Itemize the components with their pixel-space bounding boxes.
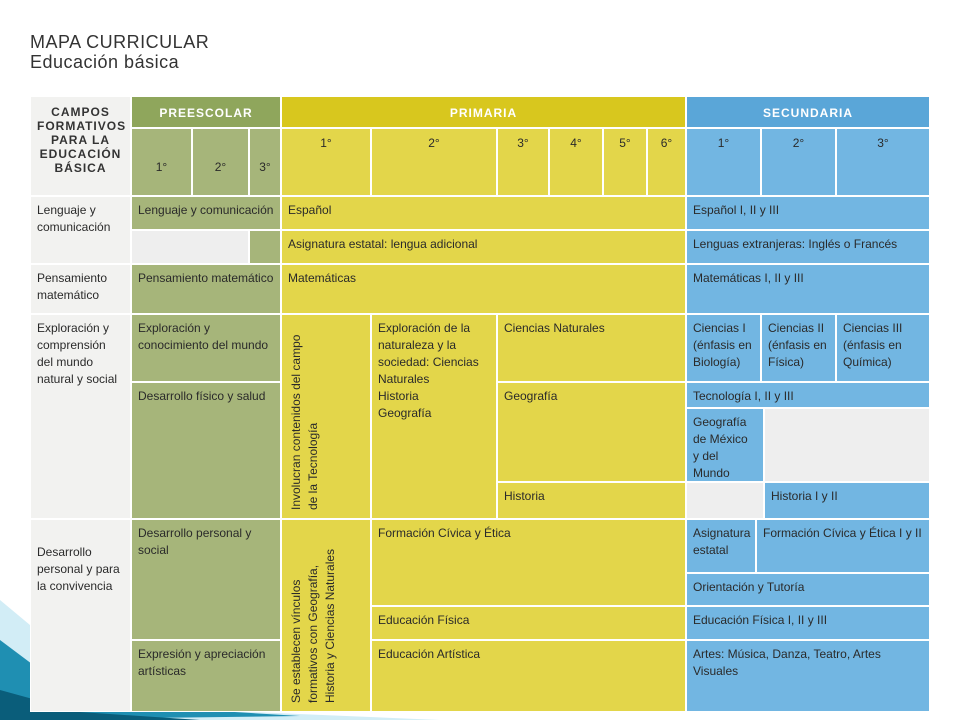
subtitle: Educación básica [30,52,180,72]
cell: Formación Cívica y Ética I y II [756,519,930,573]
grade: 5° [603,128,647,196]
cell: Asignatura estatal [686,519,756,573]
grade: 2° [761,128,836,196]
grade: 1° [686,128,761,196]
cell: Lenguaje y comunicación [131,196,281,230]
cell: Expresión y apreciación artísticas [131,640,281,712]
cell: Lenguas extranjeras: Inglés o Francés [686,230,930,264]
level-header: PREESCOLAR [131,96,281,128]
grade: 3° [836,128,930,196]
cell: Educación Física [371,606,686,640]
cell: Desarrollo personal y social [131,519,281,640]
grade: 3° [497,128,549,196]
cell: Exploración de la naturaleza y la socied… [371,314,497,519]
cell: Español [281,196,686,230]
cell: Ciencias III (énfasis en Química) [836,314,930,382]
field: Desarrollo personal y para la convivenci… [30,519,131,712]
cell: Matemáticas [281,264,686,314]
grade: 2° [192,128,249,196]
field: Exploración y comprensión del mundo natu… [30,314,131,519]
grade: 4° [549,128,603,196]
level-header: SECUNDARIA [686,96,930,128]
grade: 2° [371,128,497,196]
cell: Exploración y conocimiento del mundo [131,314,281,382]
field: Pensamiento matemático [30,264,131,314]
empty-cell [249,230,281,264]
cell: Se establecen vínculos formativos con Ge… [281,519,371,712]
cell: Educación Física I, II y III [686,606,930,640]
cell: Español I, II y III [686,196,930,230]
cell: Educación Artística [371,640,686,712]
cell: Formación Cívica y Ética [371,519,686,606]
field: Lenguaje y comunicación [30,196,131,264]
grade: 6° [647,128,686,196]
cell: Artes: Música, Danza, Teatro, Artes Visu… [686,640,930,712]
cell: Involucran contenidos del campo de la Te… [281,314,371,519]
empty-cell [764,408,930,482]
cell: Ciencias Naturales [497,314,686,382]
empty-cell [686,482,764,519]
cell-line: Exploración de la naturaleza y la socied… [378,321,479,386]
cell: Geografía [497,382,686,482]
corner-header: CAMPOS FORMATIVOS PARA LA EDUCACIÓN BÁSI… [30,96,131,196]
cell-line: Historia [378,389,419,403]
cell: Asignatura estatal: lengua adicional [281,230,686,264]
cell: Orientación y Tutoría [686,573,930,606]
cell: Pensamiento matemático [131,264,281,314]
cell: Historia [497,482,686,519]
cell: Matemáticas I, II y III [686,264,930,314]
grade: 1° [281,128,371,196]
cell: Historia I y II [764,482,930,519]
cell: Tecnología I, II y III [686,382,930,408]
grade: 3° [249,128,281,196]
cell: Ciencias I (énfasis en Biología) [686,314,761,382]
level-header: PRIMARIA [281,96,686,128]
cell: Ciencias II (énfasis en Física) [761,314,836,382]
grade: 1° [131,128,192,196]
cell-line: Geografía [378,406,432,420]
title: MAPA CURRICULAR [30,32,210,52]
cell: Geografía de México y del Mundo [686,408,764,482]
cell: Desarrollo físico y salud [131,382,281,519]
empty-cell [131,230,249,264]
